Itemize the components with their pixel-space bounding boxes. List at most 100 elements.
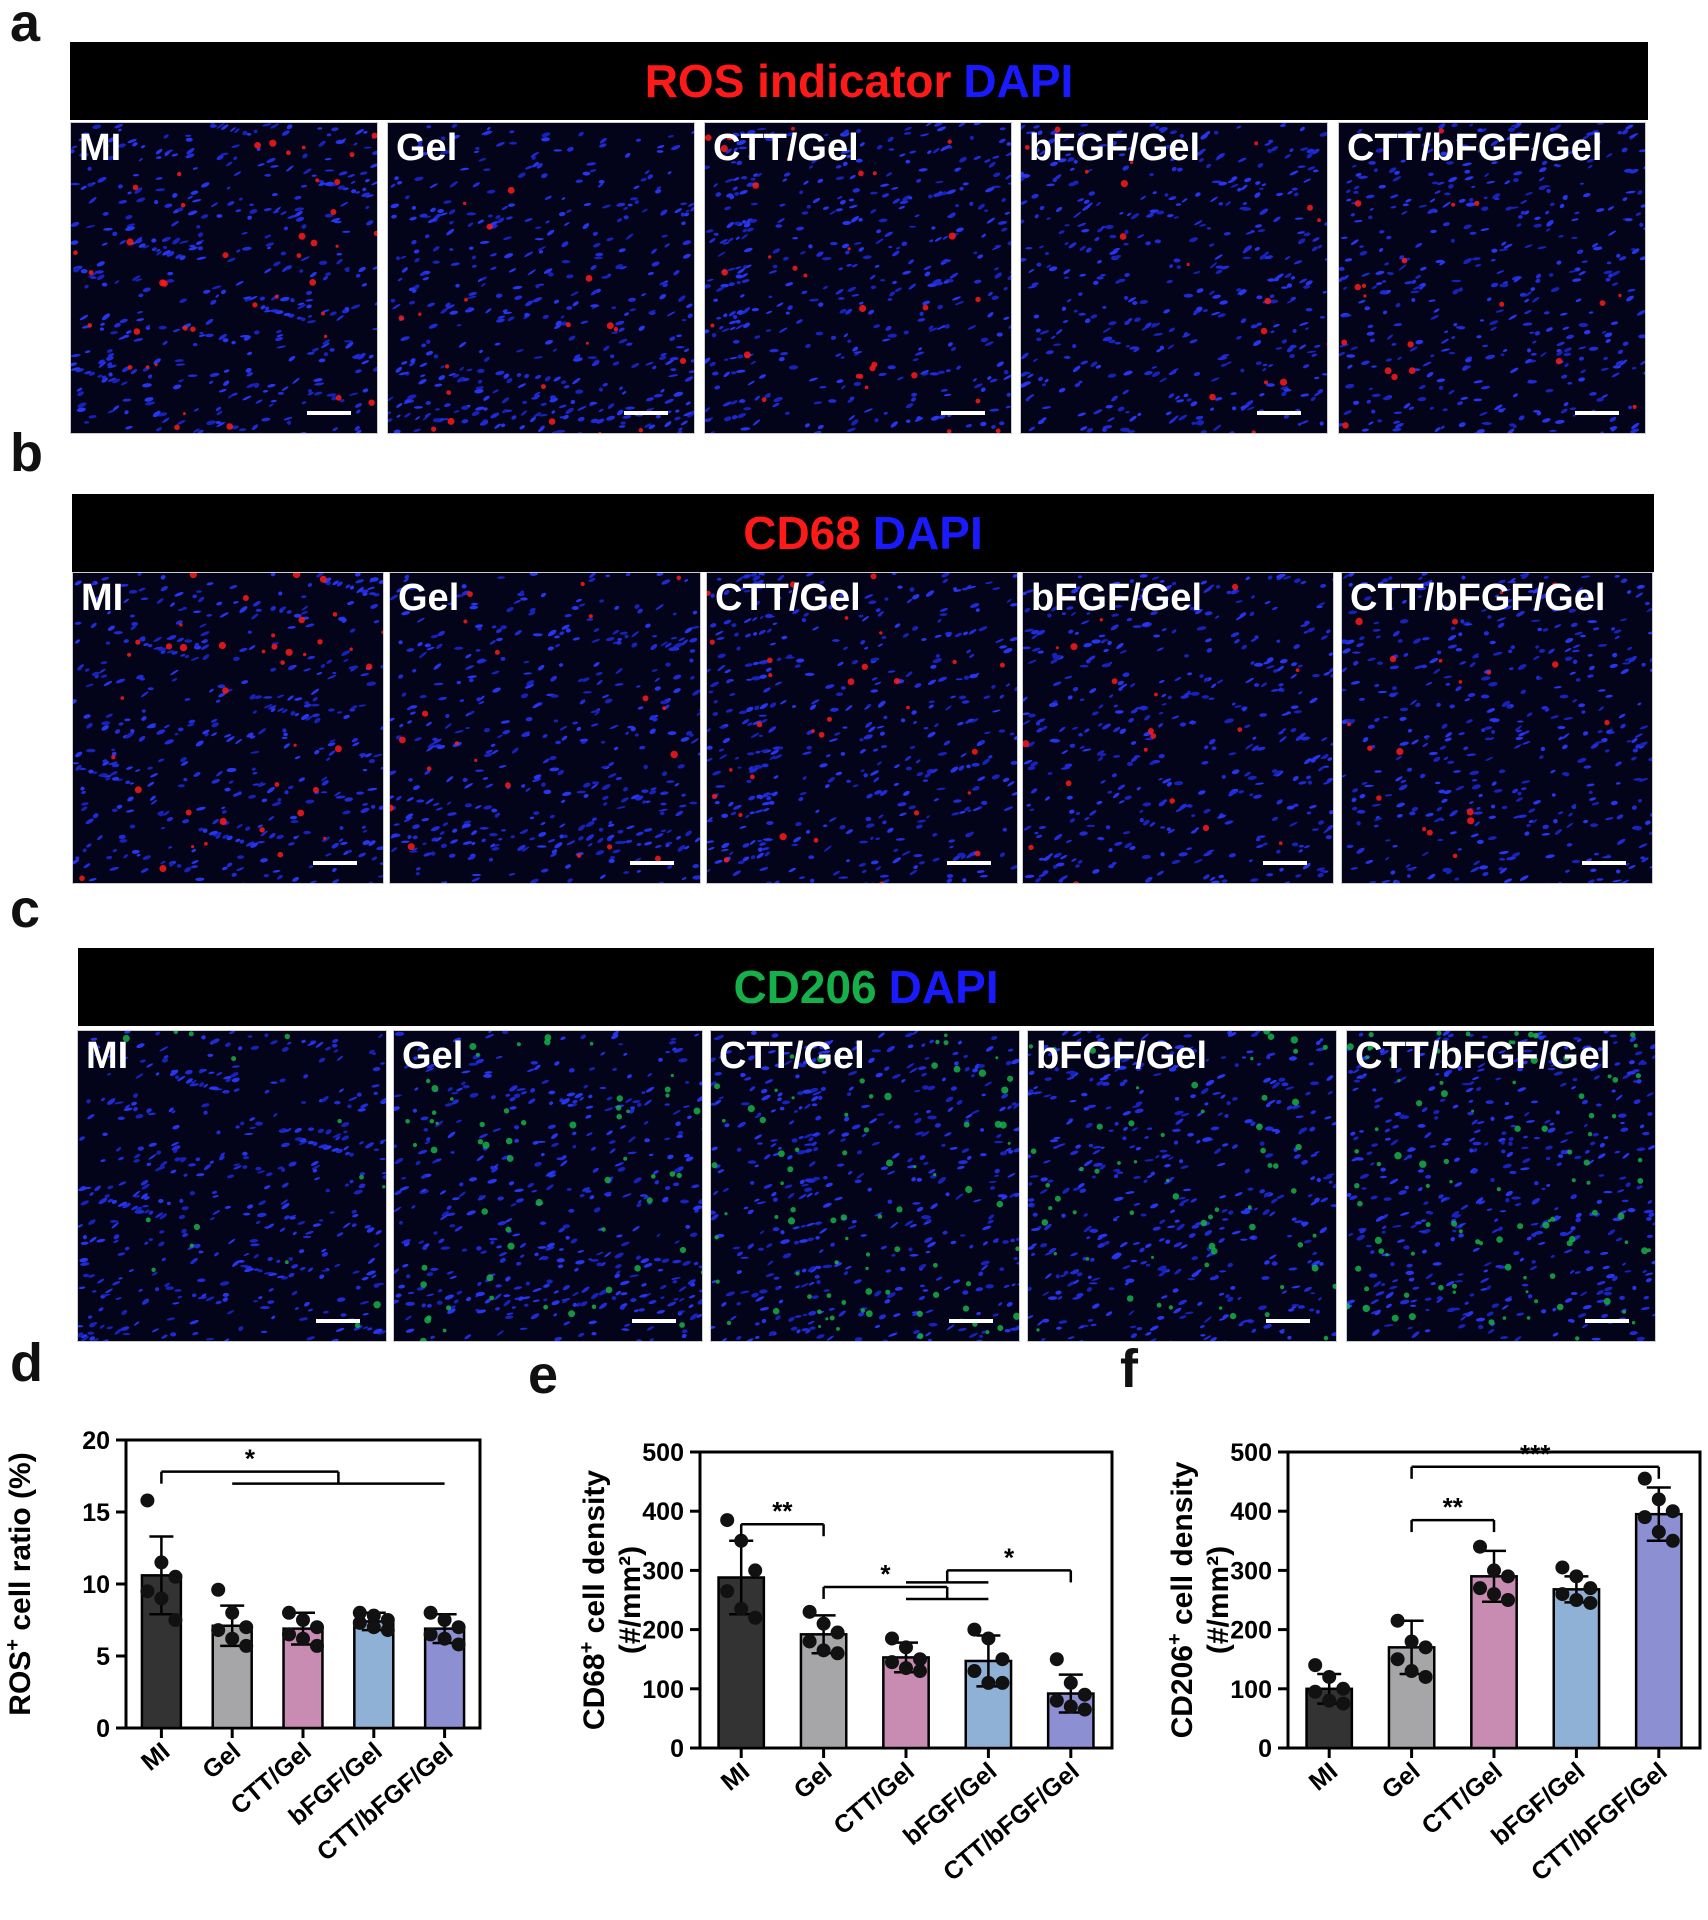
micrograph-label: Gel xyxy=(398,577,460,619)
scale-bar xyxy=(630,861,674,865)
data-point xyxy=(734,1601,749,1616)
panel-letter-f: f xyxy=(1120,1339,1138,1399)
micrograph-a-0: MI xyxy=(70,122,378,434)
panel-letter-e: e xyxy=(528,1345,559,1405)
scale-bar xyxy=(316,1319,360,1323)
y-tick-label: 10 xyxy=(82,1571,110,1599)
y-tick-label: 0 xyxy=(670,1735,684,1763)
y-tick-label: 400 xyxy=(642,1498,684,1526)
micrograph-b-1: Gel xyxy=(389,572,701,884)
data-point xyxy=(1390,1613,1405,1628)
data-point xyxy=(1049,1693,1064,1708)
tissue-texture xyxy=(388,123,694,433)
data-point xyxy=(366,1620,381,1635)
data-point xyxy=(1487,1563,1501,1578)
data-point xyxy=(154,1591,169,1606)
tissue-texture xyxy=(1347,1031,1655,1341)
data-point xyxy=(366,1608,381,1623)
y-tick-label: 20 xyxy=(82,1427,110,1455)
data-point xyxy=(239,1638,254,1653)
data-point xyxy=(1418,1640,1433,1655)
data-point xyxy=(154,1555,169,1570)
x-tick-label: MI xyxy=(136,1737,175,1776)
y-tick-label: 15 xyxy=(82,1499,110,1527)
y-tick-label: 500 xyxy=(642,1439,684,1467)
scale-bar xyxy=(1575,411,1619,415)
panel-letter-d: d xyxy=(10,1333,43,1393)
data-point xyxy=(1555,1560,1570,1575)
data-point xyxy=(1569,1593,1584,1607)
micrograph-label: bFGF/Gel xyxy=(1029,127,1200,169)
micrograph-label: CTT/bFGF/Gel xyxy=(1347,127,1603,169)
data-point xyxy=(1418,1669,1433,1684)
data-point xyxy=(1336,1681,1351,1696)
y-axis-label: CD68+ cell density xyxy=(576,1470,611,1730)
data-point xyxy=(282,1605,296,1620)
micrograph-b-4: CTT/bFGF/Gel xyxy=(1341,572,1653,884)
data-point xyxy=(239,1620,254,1635)
micrograph-label: Gel xyxy=(396,127,458,169)
data-point xyxy=(1583,1595,1598,1610)
tissue-texture xyxy=(73,573,383,883)
data-point xyxy=(913,1664,927,1679)
row-b-banner: CD68 DAPI xyxy=(72,494,1654,572)
scale-bar xyxy=(941,411,985,415)
tissue-texture xyxy=(390,573,700,883)
scale-bar xyxy=(624,411,668,415)
data-point xyxy=(380,1623,395,1638)
row-a-counterstain: DAPI xyxy=(963,55,1074,107)
data-point xyxy=(1665,1504,1680,1519)
data-point xyxy=(211,1582,226,1597)
data-point xyxy=(885,1655,899,1670)
micrograph-label: Gel xyxy=(402,1035,464,1077)
tissue-texture xyxy=(1023,573,1333,883)
tissue-texture xyxy=(705,123,1011,433)
data-point xyxy=(1637,1510,1652,1525)
scale-bar xyxy=(1582,861,1626,865)
data-point xyxy=(816,1616,831,1631)
significance-label: ** xyxy=(1443,1492,1464,1522)
y-axis-label: ROS+ cell ratio (%) xyxy=(2,1452,37,1715)
row-b-counterstain: DAPI xyxy=(872,507,983,559)
data-point xyxy=(1637,1471,1652,1486)
tissue-texture xyxy=(707,573,1017,883)
data-point xyxy=(802,1604,817,1619)
y-tick-label: 5 xyxy=(96,1643,110,1671)
y-tick-label: 0 xyxy=(1258,1735,1272,1763)
y-axis-label: CD206+ cell density xyxy=(1164,1461,1199,1738)
y-tick-label: 100 xyxy=(642,1676,684,1704)
data-point xyxy=(352,1615,367,1630)
tissue-texture xyxy=(1021,123,1327,433)
y-tick-label: 0 xyxy=(96,1715,110,1743)
data-point xyxy=(899,1640,913,1655)
data-point xyxy=(380,1613,395,1627)
data-point xyxy=(1077,1702,1092,1717)
bar xyxy=(1552,1588,1601,1750)
data-point xyxy=(296,1613,310,1627)
data-point xyxy=(995,1675,1010,1690)
tissue-texture xyxy=(394,1031,702,1341)
scale-bar xyxy=(949,1319,993,1323)
data-point xyxy=(913,1652,927,1667)
tissue-texture xyxy=(711,1031,1019,1341)
micrograph-a-3: bFGF/Gel xyxy=(1020,122,1328,434)
data-point xyxy=(1390,1652,1405,1667)
micrograph-c-3: bFGF/Gel xyxy=(1027,1030,1337,1342)
data-point xyxy=(352,1605,367,1620)
data-point xyxy=(310,1620,324,1635)
significance-label: * xyxy=(1004,1542,1015,1572)
row-c-marker: CD206 xyxy=(733,961,877,1013)
data-point xyxy=(830,1646,845,1661)
significance-label: * xyxy=(880,1559,891,1589)
y-tick-label: 200 xyxy=(642,1617,684,1645)
scale-bar xyxy=(1263,861,1307,865)
data-point xyxy=(225,1631,240,1646)
micrograph-label: MI xyxy=(81,577,124,619)
y-tick-label: 300 xyxy=(642,1557,684,1585)
y-axis-unit: (#/mm²) xyxy=(614,1546,647,1654)
row-a-banner: ROS indicator DAPI xyxy=(70,42,1648,120)
significance-label: *** xyxy=(1520,1439,1551,1469)
